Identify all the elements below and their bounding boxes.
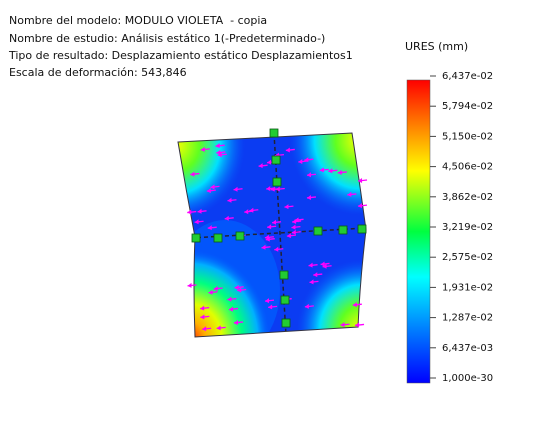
header-line: Tipo de resultado: Desplazamiento estáti…	[9, 49, 353, 62]
legend-label: 6,437e-02	[442, 71, 493, 82]
legend-labels: 6,437e-02 5,794e-02 5,150e-02 4,506e-02 3,86…	[430, 71, 493, 384]
arrow-head	[285, 147, 290, 153]
arrow-head	[244, 209, 249, 215]
arrow-head	[234, 319, 239, 325]
fixture	[272, 177, 282, 187]
header-line: Nombre de estudio: Análisis estático 1(-…	[9, 32, 326, 45]
legend-label: 1,931e-02	[442, 282, 493, 293]
arrow-head	[358, 177, 363, 183]
arrow-head	[286, 233, 291, 239]
arrow-head	[322, 263, 327, 269]
arrow-head	[216, 325, 221, 331]
legend-label: 5,794e-02	[442, 101, 493, 112]
arrow-head	[319, 167, 324, 173]
arrow-head	[216, 149, 221, 155]
fixture	[271, 155, 281, 165]
arrow-head	[291, 224, 296, 230]
arrow-head	[267, 224, 272, 230]
arrow-head	[270, 186, 275, 192]
fixture	[235, 231, 245, 241]
arrow-head	[207, 225, 212, 231]
legend-label: 4,506e-02	[442, 162, 493, 173]
arrow-head	[215, 143, 220, 149]
arrow-head	[304, 157, 309, 163]
fixture	[213, 233, 223, 243]
fixture	[191, 233, 201, 243]
arrow-head	[340, 322, 345, 328]
arrow-head	[187, 209, 192, 215]
arrow-head	[266, 186, 271, 192]
arrow-head	[313, 272, 318, 278]
arrow-head	[347, 191, 352, 197]
fixture	[357, 224, 367, 234]
fixture	[281, 318, 291, 328]
arrow-head	[227, 296, 232, 302]
arrow-head	[268, 304, 273, 310]
legend-label: 1,000e-30	[442, 373, 493, 384]
legend-label: 3,219e-02	[442, 222, 493, 233]
legend-label: 5,150e-02	[442, 131, 493, 142]
arrow-head	[298, 158, 303, 164]
arrow-head	[217, 152, 222, 158]
arrow-head	[200, 305, 205, 311]
arrow-head	[261, 244, 266, 250]
arrow-head	[200, 314, 205, 320]
arrow-head	[306, 194, 311, 200]
arrow-head	[190, 171, 195, 177]
legend-title: URES (mm)	[405, 40, 468, 53]
fixture	[279, 270, 289, 280]
fixture	[313, 226, 323, 236]
arrow-head	[227, 197, 232, 203]
fixture	[280, 295, 290, 305]
arrow-head	[357, 203, 362, 209]
arrow-head	[337, 169, 342, 175]
header-line: Escala de deformación: 543,846	[9, 66, 187, 79]
arrow-head	[233, 186, 238, 192]
arrow-head	[228, 306, 233, 312]
arrow-head	[308, 262, 313, 268]
arrow-head	[187, 282, 192, 288]
arrow-head	[272, 219, 277, 225]
arrow-head	[264, 234, 269, 240]
arrow-head	[194, 219, 199, 225]
load-arrows	[187, 143, 368, 332]
arrow-head	[328, 168, 333, 174]
arrow-head	[234, 284, 239, 290]
fixture	[269, 128, 279, 138]
legend-label: 2,575e-02	[442, 252, 493, 263]
arrow-head	[197, 208, 202, 214]
arrow-head	[291, 229, 296, 235]
color-bar	[406, 79, 431, 384]
legend-label: 3,862e-02	[442, 192, 493, 203]
arrow-head	[210, 184, 215, 190]
arrow-head	[294, 217, 299, 223]
arrow-head	[274, 246, 279, 252]
arrow-head	[208, 289, 213, 295]
arrow-head	[306, 172, 311, 178]
fixtures	[191, 128, 367, 328]
arrow-head	[202, 326, 207, 332]
arrow-head	[284, 204, 289, 210]
arrow-head	[355, 322, 360, 328]
arrow-head	[224, 215, 229, 221]
fixture	[338, 225, 348, 235]
arrow-head	[213, 285, 218, 291]
arrow-head	[200, 146, 205, 152]
arrow-head	[264, 298, 269, 304]
arrow-head	[206, 188, 211, 194]
arrow-head	[304, 303, 309, 309]
mesh-plate	[178, 133, 366, 337]
header-line: Nombre del modelo: MODULO VIOLETA - copi…	[9, 14, 268, 27]
arrow-head	[267, 159, 272, 165]
arrow-head	[320, 261, 325, 267]
legend-label: 1,287e-02	[442, 313, 493, 324]
legend-label: 6,437e-03	[442, 343, 493, 354]
arrow-head	[237, 287, 242, 293]
arrow-head	[352, 302, 357, 308]
arrow-head	[258, 163, 263, 169]
arrow-head	[309, 279, 314, 285]
